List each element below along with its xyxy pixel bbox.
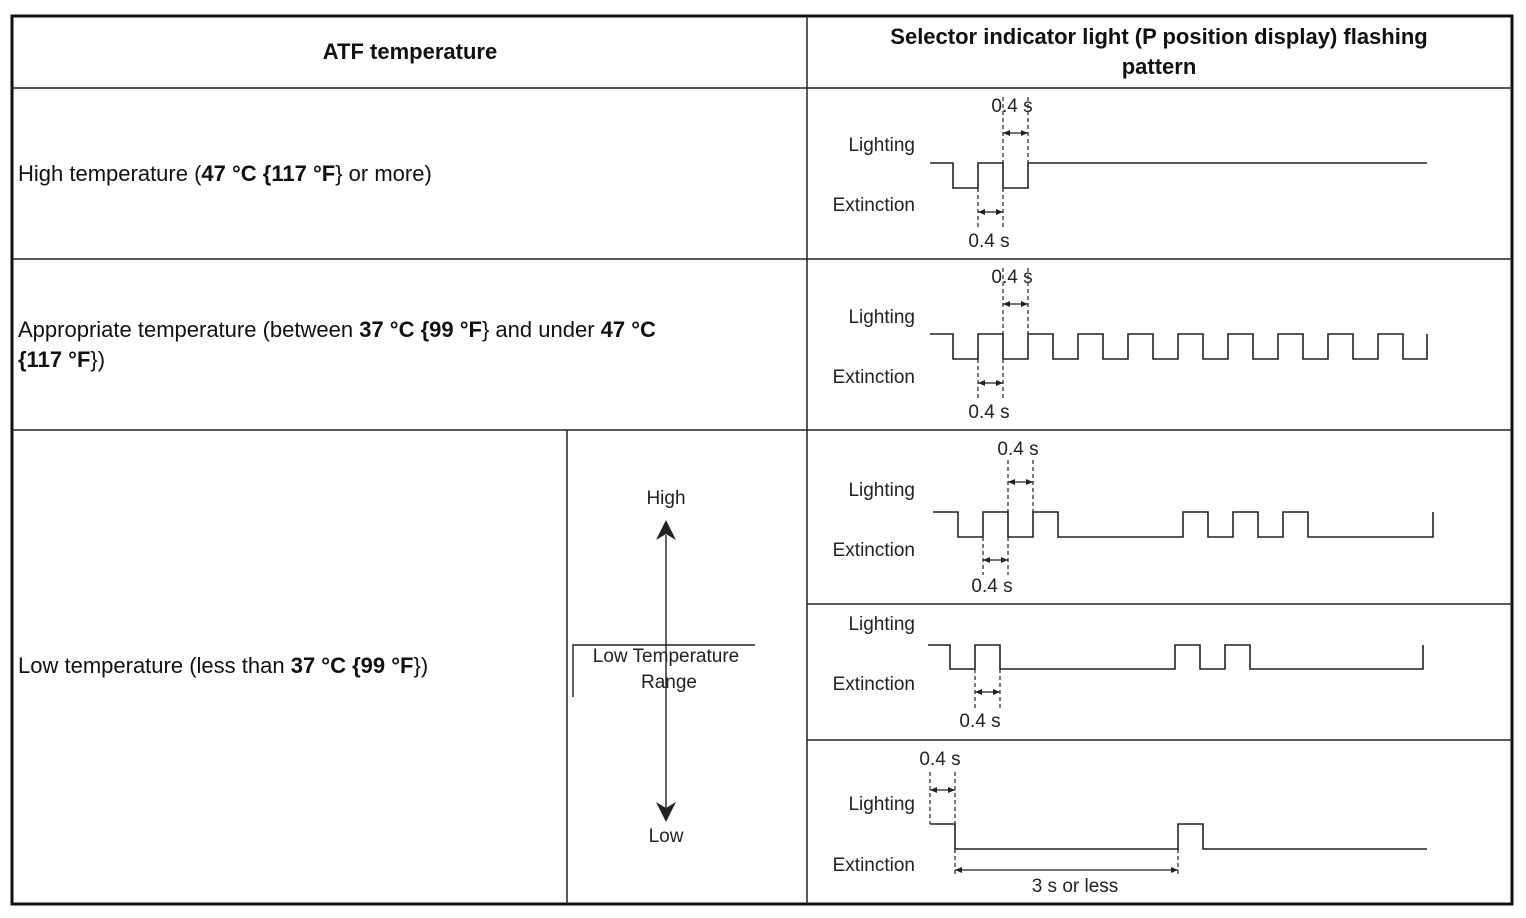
arrowhead [975,689,982,695]
text-segment: }) [413,653,428,678]
time-label: 0.4 s [968,231,1009,252]
arrowhead [1021,130,1028,136]
extinction-label: Extinction [833,855,915,876]
scale-diagram [572,520,755,822]
arrowhead [978,380,985,386]
scale-low: Low [649,826,684,847]
header: ATF temperature [323,39,497,64]
text-segment: {117 °F [18,347,90,372]
time-label: 0.4 s [971,576,1012,597]
time-label: 0.4 s [959,711,1000,732]
text-segment: 47 °C {117 °F [201,161,335,186]
arrowhead [996,209,1003,215]
waveform [930,823,1427,850]
time-label: 3 s or less [1032,876,1119,897]
extinction-label: Extinction [833,367,915,388]
temperature-text: Low temperature (less than 37 °C {99 °F}… [18,653,428,678]
text-segment: Appropriate temperature (between [18,317,359,342]
text-segment: 37 °C {99 °F [291,653,414,678]
arrowhead [978,209,985,215]
text-segment: }) [90,347,105,372]
time-label: 0.4 s [968,402,1009,423]
time-label: 0.4 s [919,749,960,770]
arrowhead [1008,479,1015,485]
text-segment: Low temperature (less than [18,653,291,678]
table-border [10,14,1514,906]
arrowhead [1021,301,1028,307]
waveform [928,644,1424,670]
waveform [930,333,1428,360]
text-segment: 47 °C [601,317,656,342]
arrowhead [1001,557,1008,563]
arrowhead [993,689,1000,695]
header: pattern [1122,54,1197,79]
scale-high: High [646,488,685,509]
time-label: 0.4 s [991,267,1032,288]
extinction-label: Extinction [833,674,915,695]
text-segment: High temperature ( [18,161,202,186]
time-label: 0.4 s [991,96,1032,117]
extinction-label: Extinction [833,195,915,216]
scale-range: Range [641,672,697,693]
time-label: 0.4 s [997,439,1038,460]
text-segment: } or more) [335,161,432,186]
scale-range: Low Temperature [593,646,739,667]
lighting-label: Lighting [848,614,915,635]
temperature-text: {117 °F}) [18,347,105,372]
header: Selector indicator light (P position dis… [890,24,1427,49]
arrowhead [1171,867,1178,873]
lighting-label: Lighting [848,480,915,501]
arrowhead [955,867,962,873]
temperature-text: High temperature (47 °C {117 °F} or more… [18,161,432,186]
extinction-label: Extinction [833,540,915,561]
arrowhead [948,787,955,793]
lighting-label: Lighting [848,307,915,328]
arrowhead [983,557,990,563]
lighting-label: Lighting [848,135,915,156]
text-segment: } and under [482,317,601,342]
arrowhead [1003,130,1010,136]
text-segment: 37 °C {99 °F [359,317,482,342]
arrowhead [1003,301,1010,307]
lighting-label: Lighting [848,794,915,815]
arrowhead [1026,479,1033,485]
temperature-text: Appropriate temperature (between 37 °C {… [18,317,656,342]
waveform [930,162,1427,189]
arrowhead [930,787,937,793]
arrowhead [996,380,1003,386]
waveform [933,511,1434,538]
grid [12,16,1512,904]
